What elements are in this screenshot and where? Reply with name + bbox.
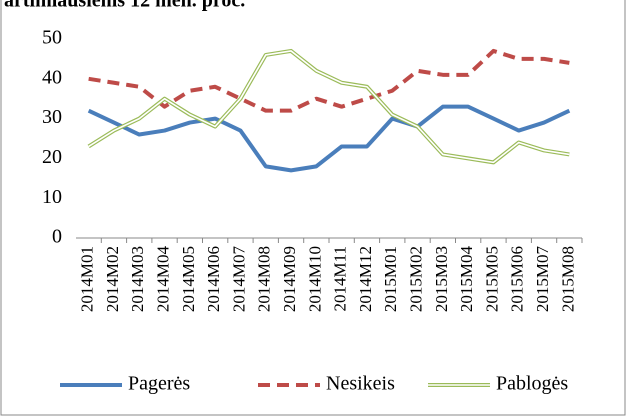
y-tick-label: 10 [42,186,62,208]
x-tick-label: 2014M08 [255,246,274,312]
series-line [87,104,571,173]
chart-title: artimiausiems 12 mėn. proc. [4,0,245,12]
x-tick-label: 2014M04 [153,246,172,313]
x-tick-label: 2015M05 [482,246,501,312]
x-tick-label: 2015M02 [406,246,425,312]
x-tick-label: 2014M02 [103,246,122,312]
x-tick-label: 2015M06 [508,246,527,312]
y-tick-label: 50 [42,27,62,49]
x-tick-label: 2014M07 [229,246,248,313]
x-tick-label: 2014M12 [356,246,375,312]
legend-label: Pagerės [128,373,190,395]
x-tick-label: 2015M01 [381,246,400,312]
y-tick-label: 20 [42,146,62,168]
x-tick-label: 2014M01 [78,246,97,312]
x-tick-label: 2014M06 [204,246,223,312]
x-tick-label: 2015M07 [533,246,552,313]
y-tick-label: 30 [42,106,62,128]
x-tick-label: 2014M10 [305,246,324,312]
series-line [88,48,570,113]
series-line [87,48,570,165]
x-tick-label: 2015M03 [432,246,451,312]
legend-label: Nesikeis [326,373,395,395]
x-tick-label: 2015M08 [558,246,577,312]
x-tick-label: 2015M04 [457,246,476,313]
x-tick-label: 2014M09 [280,246,299,312]
x-tick-label: 2014M11 [331,246,350,312]
y-tick-label: 40 [42,66,62,88]
y-tick-label: 0 [52,226,62,248]
series-line-inner [88,50,570,164]
x-tick-label: 2014M05 [179,246,198,312]
x-tick-label: 2014M03 [128,246,147,312]
legend-label: Pablogės [496,373,568,395]
